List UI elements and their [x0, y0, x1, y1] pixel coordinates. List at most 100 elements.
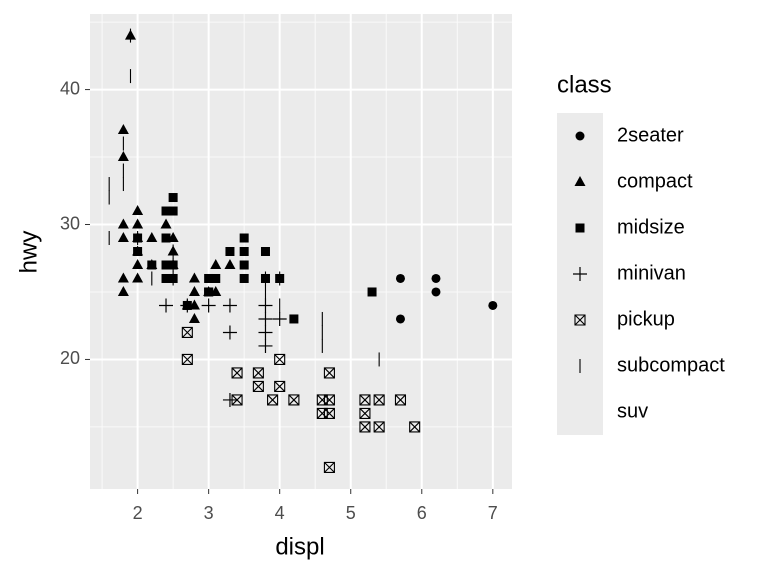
point — [239, 260, 249, 270]
point — [161, 260, 171, 270]
legend-label: 2seater — [617, 124, 684, 146]
point — [222, 298, 237, 313]
point — [160, 218, 172, 229]
point — [161, 233, 171, 243]
point — [373, 421, 385, 433]
point — [258, 338, 273, 353]
point — [239, 233, 249, 243]
legend-symbol — [573, 267, 587, 281]
point — [133, 247, 143, 256]
legend-label: pickup — [617, 308, 675, 330]
point — [431, 287, 441, 297]
point — [258, 298, 273, 313]
point — [225, 247, 235, 256]
point — [132, 272, 144, 283]
legend-label: subcompact — [617, 354, 725, 376]
point — [359, 407, 371, 419]
point — [132, 258, 144, 269]
y-tick-label: 40 — [60, 78, 80, 98]
point — [224, 258, 236, 269]
point — [117, 232, 129, 243]
point — [373, 394, 385, 406]
point — [132, 218, 144, 229]
point — [222, 392, 237, 407]
point — [147, 260, 157, 270]
y-axis-label: hwy — [15, 231, 42, 274]
point — [181, 353, 193, 366]
point — [146, 232, 158, 243]
x-tick-label: 6 — [417, 503, 427, 523]
point — [395, 314, 405, 324]
point — [231, 394, 243, 406]
point — [289, 314, 299, 324]
point — [222, 325, 237, 340]
legend-symbol — [574, 176, 586, 186]
point — [258, 325, 273, 340]
point — [204, 273, 214, 283]
point — [159, 298, 174, 313]
legend-title: class — [557, 71, 612, 98]
point — [117, 285, 129, 296]
x-tick-label: 4 — [275, 503, 285, 523]
point — [188, 285, 200, 296]
point — [117, 124, 129, 135]
point — [288, 394, 300, 406]
point — [323, 394, 335, 406]
point — [132, 205, 144, 216]
x-tick-label: 3 — [204, 503, 214, 523]
x-axis-label: displ — [275, 533, 324, 560]
point — [211, 273, 221, 283]
legend-label: compact — [617, 170, 693, 192]
point — [181, 326, 193, 339]
point — [239, 247, 249, 256]
point — [161, 206, 171, 216]
point — [394, 394, 407, 406]
point — [117, 272, 129, 283]
point — [431, 273, 441, 283]
point — [274, 353, 286, 366]
legend-symbol — [575, 223, 585, 233]
y-tick-label: 20 — [60, 348, 80, 368]
point — [188, 272, 200, 283]
point — [359, 421, 371, 433]
point — [260, 247, 270, 256]
point — [252, 367, 264, 379]
legend-label: midsize — [617, 216, 685, 238]
x-tick-label: 2 — [133, 503, 143, 523]
point — [210, 258, 222, 269]
point — [231, 367, 243, 379]
point — [168, 206, 178, 216]
point — [395, 273, 405, 283]
point — [168, 193, 178, 203]
point — [267, 394, 279, 406]
legend-symbol — [575, 131, 585, 141]
point — [367, 287, 377, 297]
point — [161, 273, 171, 283]
point — [488, 300, 498, 310]
panel — [90, 14, 512, 489]
y-tick-label: 30 — [60, 213, 80, 233]
point — [323, 407, 335, 419]
point — [117, 218, 129, 229]
x-tick-label: 7 — [488, 503, 498, 523]
legend-label: minivan — [617, 262, 686, 284]
point — [188, 312, 200, 323]
point — [201, 298, 216, 313]
point — [117, 151, 129, 162]
point — [409, 421, 421, 433]
x-tick-label: 5 — [346, 503, 356, 523]
point — [359, 394, 371, 406]
point — [252, 380, 264, 392]
point — [258, 311, 273, 326]
point — [239, 273, 249, 283]
point — [274, 380, 286, 392]
point — [180, 298, 195, 313]
point — [204, 287, 214, 297]
point — [323, 367, 335, 379]
legend-label: suv — [617, 400, 648, 422]
point — [323, 461, 335, 473]
legend-symbol — [574, 314, 586, 326]
point — [272, 311, 287, 326]
